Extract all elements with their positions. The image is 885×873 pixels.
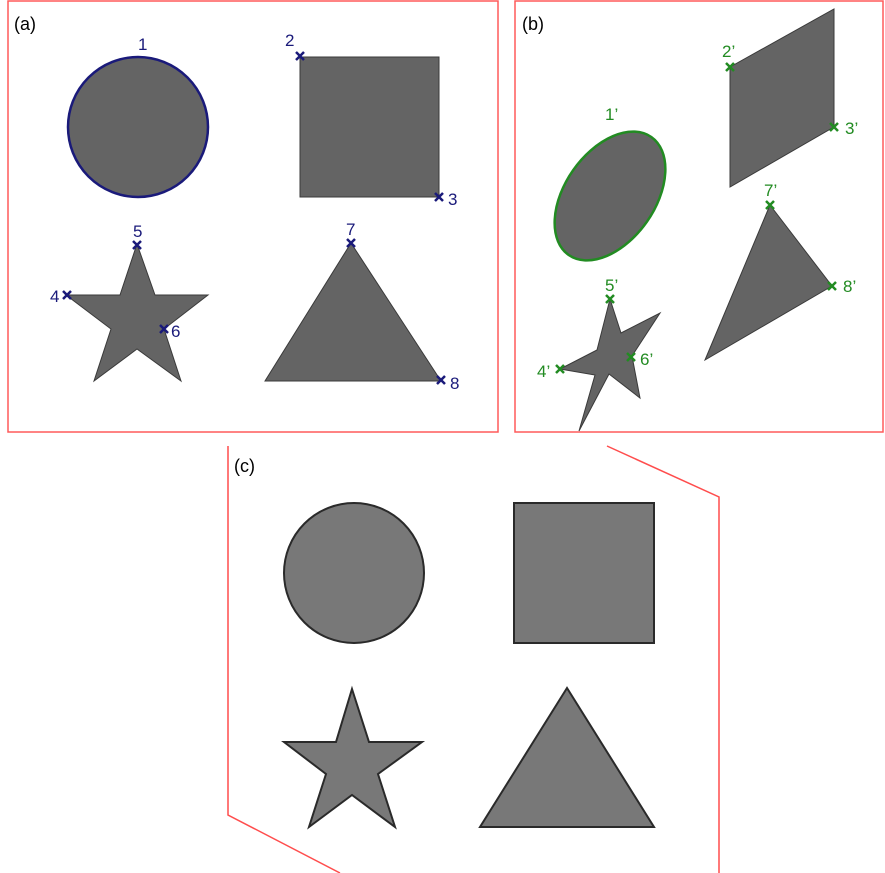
point-label-3: 3 [448, 190, 457, 209]
marker-3-icon [434, 192, 444, 202]
distorted-triangle-shape-b [703, 204, 833, 362]
panel-c: (c) [227, 445, 720, 873]
triangle-shape-a [264, 242, 442, 382]
circle-shape-a [66, 55, 210, 199]
point-label-2: 2 [285, 31, 294, 50]
ellipse-shape-b [553, 130, 667, 262]
marker-5-icon [132, 240, 142, 250]
panel-c-label: (c) [234, 456, 255, 476]
marker-2p-icon [725, 62, 735, 72]
star-shape-c [281, 685, 426, 830]
square-shape-a [299, 56, 440, 198]
point-label-4: 4 [50, 287, 59, 306]
point-label-8p: 8’ [843, 277, 856, 296]
marker-7-icon [346, 238, 356, 248]
panel-b: (b) 1’ 2’ 3’ 4’ 5’ 6’ 7’ 8’ [514, 0, 884, 433]
point-label-7: 7 [346, 220, 355, 239]
point-label-5: 5 [133, 222, 142, 241]
markers-a [62, 51, 446, 385]
marker-4p-icon [555, 364, 565, 374]
panel-c-frame-left [227, 446, 341, 873]
marker-4-icon [62, 290, 72, 300]
marker-5p-icon [605, 294, 615, 304]
triangle-shape-c [478, 686, 656, 828]
star-shape-a [64, 242, 210, 383]
panel-c-frame-right [606, 445, 720, 873]
point-label-7p: 7’ [764, 181, 777, 200]
point-label-6: 6 [171, 322, 180, 341]
point-label-3p: 3’ [845, 119, 858, 138]
panel-a-label: (a) [14, 14, 36, 34]
marker-2-icon [295, 51, 305, 61]
panel-a-frame [7, 0, 499, 433]
circle-shape-c [283, 502, 425, 644]
panel-a: (a) 1 2 3 4 5 6 7 8 [7, 0, 499, 433]
marker-3p-icon [829, 122, 839, 132]
point-label-5p: 5’ [605, 276, 618, 295]
panel-b-label: (b) [522, 14, 544, 34]
point-label-6p: 6’ [640, 350, 653, 369]
point-label-2p: 2’ [722, 42, 735, 61]
markers-b [555, 62, 839, 374]
marker-6p-icon [626, 352, 636, 362]
marker-8p-icon [827, 281, 837, 291]
marker-8-icon [436, 375, 446, 385]
point-label-1p: 1’ [605, 105, 618, 124]
marker-7p-icon [765, 200, 775, 210]
point-label-4p: 4’ [537, 362, 550, 381]
panel-b-frame [514, 0, 884, 433]
distorted-star-shape-b [558, 297, 662, 432]
point-label-8: 8 [450, 374, 459, 393]
marker-6-icon [159, 324, 169, 334]
point-label-1: 1 [138, 35, 147, 54]
square-shape-c [513, 502, 655, 644]
parallelogram-shape-b [729, 8, 835, 188]
